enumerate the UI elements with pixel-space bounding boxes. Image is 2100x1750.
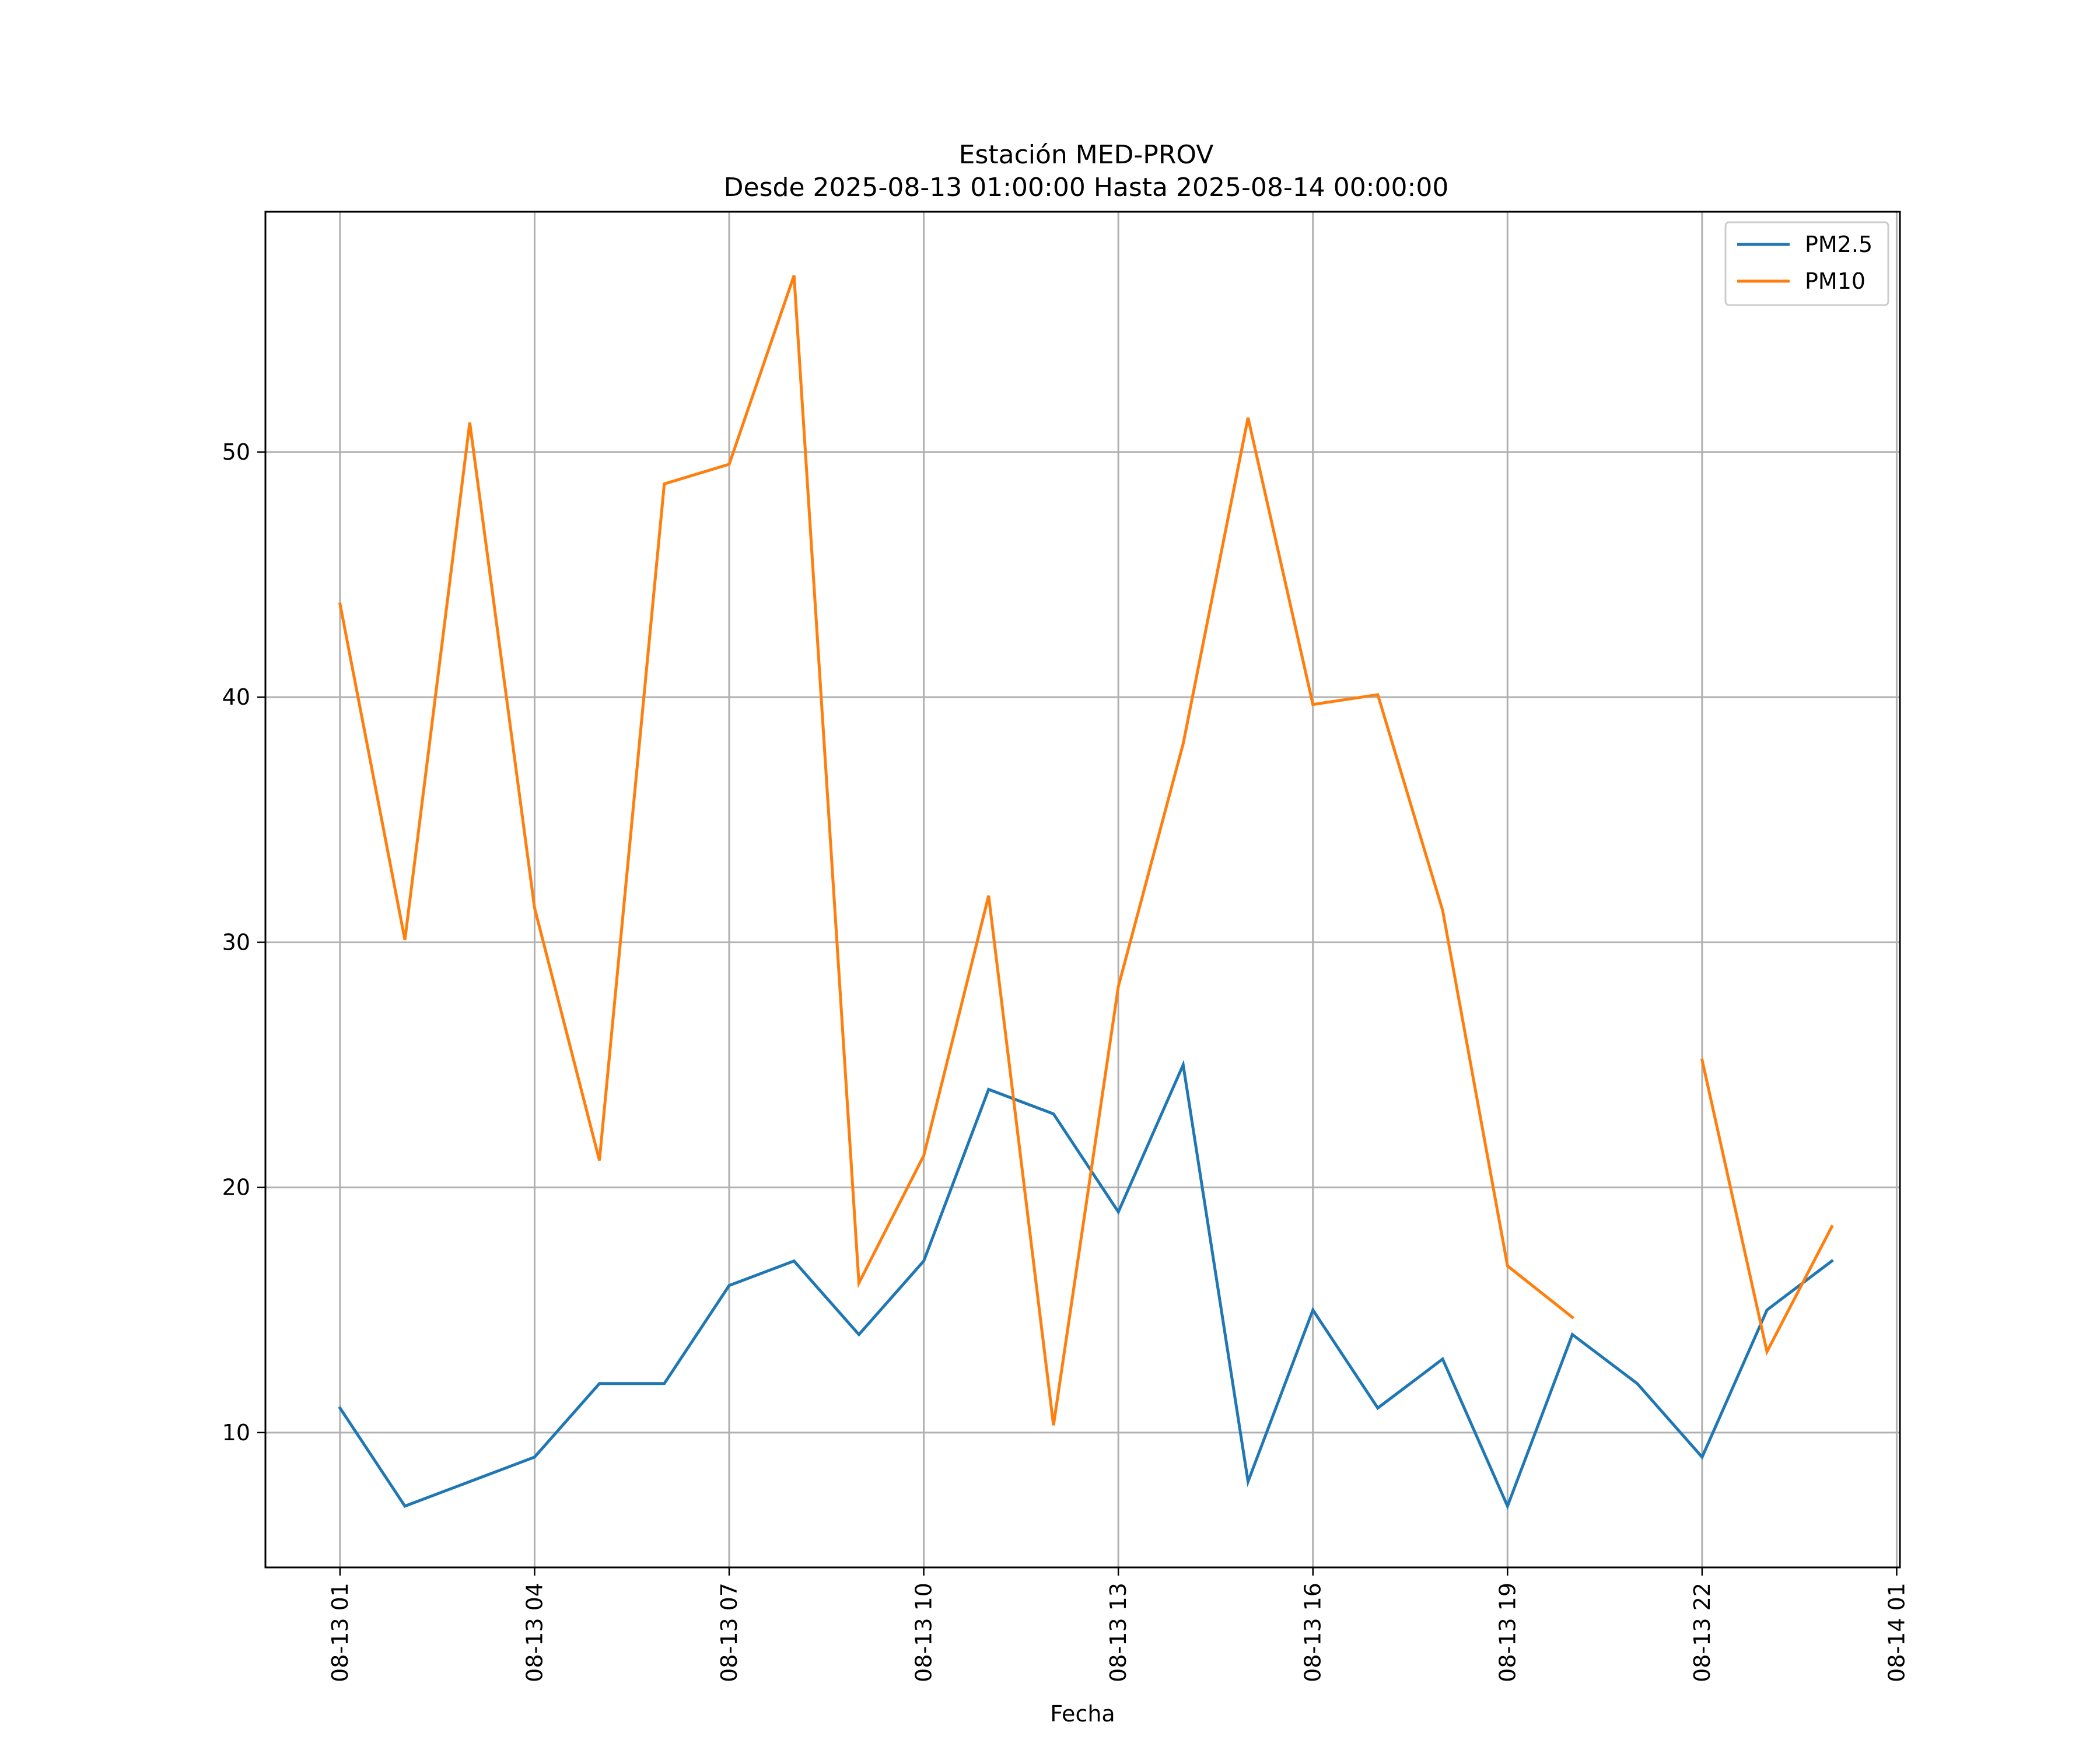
y-tick-label: 50 xyxy=(222,439,250,465)
x-tick-label: 08-13 22 xyxy=(1689,1583,1715,1682)
series-line-pm10 xyxy=(1700,1058,1834,1356)
plot-frame xyxy=(264,211,1901,1569)
x-tick-label: 08-13 04 xyxy=(522,1583,547,1682)
axis-ticks: 08-13 01 08-13 04 08-13 07 08-13 10 08-13 13… xyxy=(222,439,1910,1682)
x-tick-label: 08-13 19 xyxy=(1494,1583,1520,1682)
series-line-pm10 xyxy=(338,275,1575,1426)
series-line-pm25 xyxy=(338,1059,1834,1510)
x-tick-label: 08-13 07 xyxy=(716,1583,742,1682)
x-tick-label: 08-13 01 xyxy=(327,1583,353,1682)
chart-title-line2: Desde 2025-08-13 01:00:00 Hasta 2025-08-… xyxy=(724,173,1449,202)
x-tick-label: 08-13 16 xyxy=(1300,1583,1326,1682)
x-tick-label: 08-13 10 xyxy=(911,1583,937,1682)
plot-series xyxy=(338,275,1834,1510)
y-tick-label: 10 xyxy=(222,1420,250,1446)
y-tick-label: 30 xyxy=(222,929,250,955)
x-tick-label: 08-14 01 xyxy=(1884,1583,1909,1682)
grid xyxy=(265,212,1900,1567)
x-tick-label: 08-13 13 xyxy=(1105,1583,1131,1682)
y-tick-label: 20 xyxy=(222,1175,250,1200)
legend: PM2.5 PM10 xyxy=(1724,221,1889,306)
legend-label-pm10: PM10 xyxy=(1805,268,1866,294)
y-tick-label: 40 xyxy=(222,684,250,710)
x-axis-label: Fecha xyxy=(1050,1701,1115,1727)
legend-label-pm25: PM2.5 xyxy=(1805,232,1873,257)
chart-title-line1: Estación MED-PROV xyxy=(959,140,1214,170)
